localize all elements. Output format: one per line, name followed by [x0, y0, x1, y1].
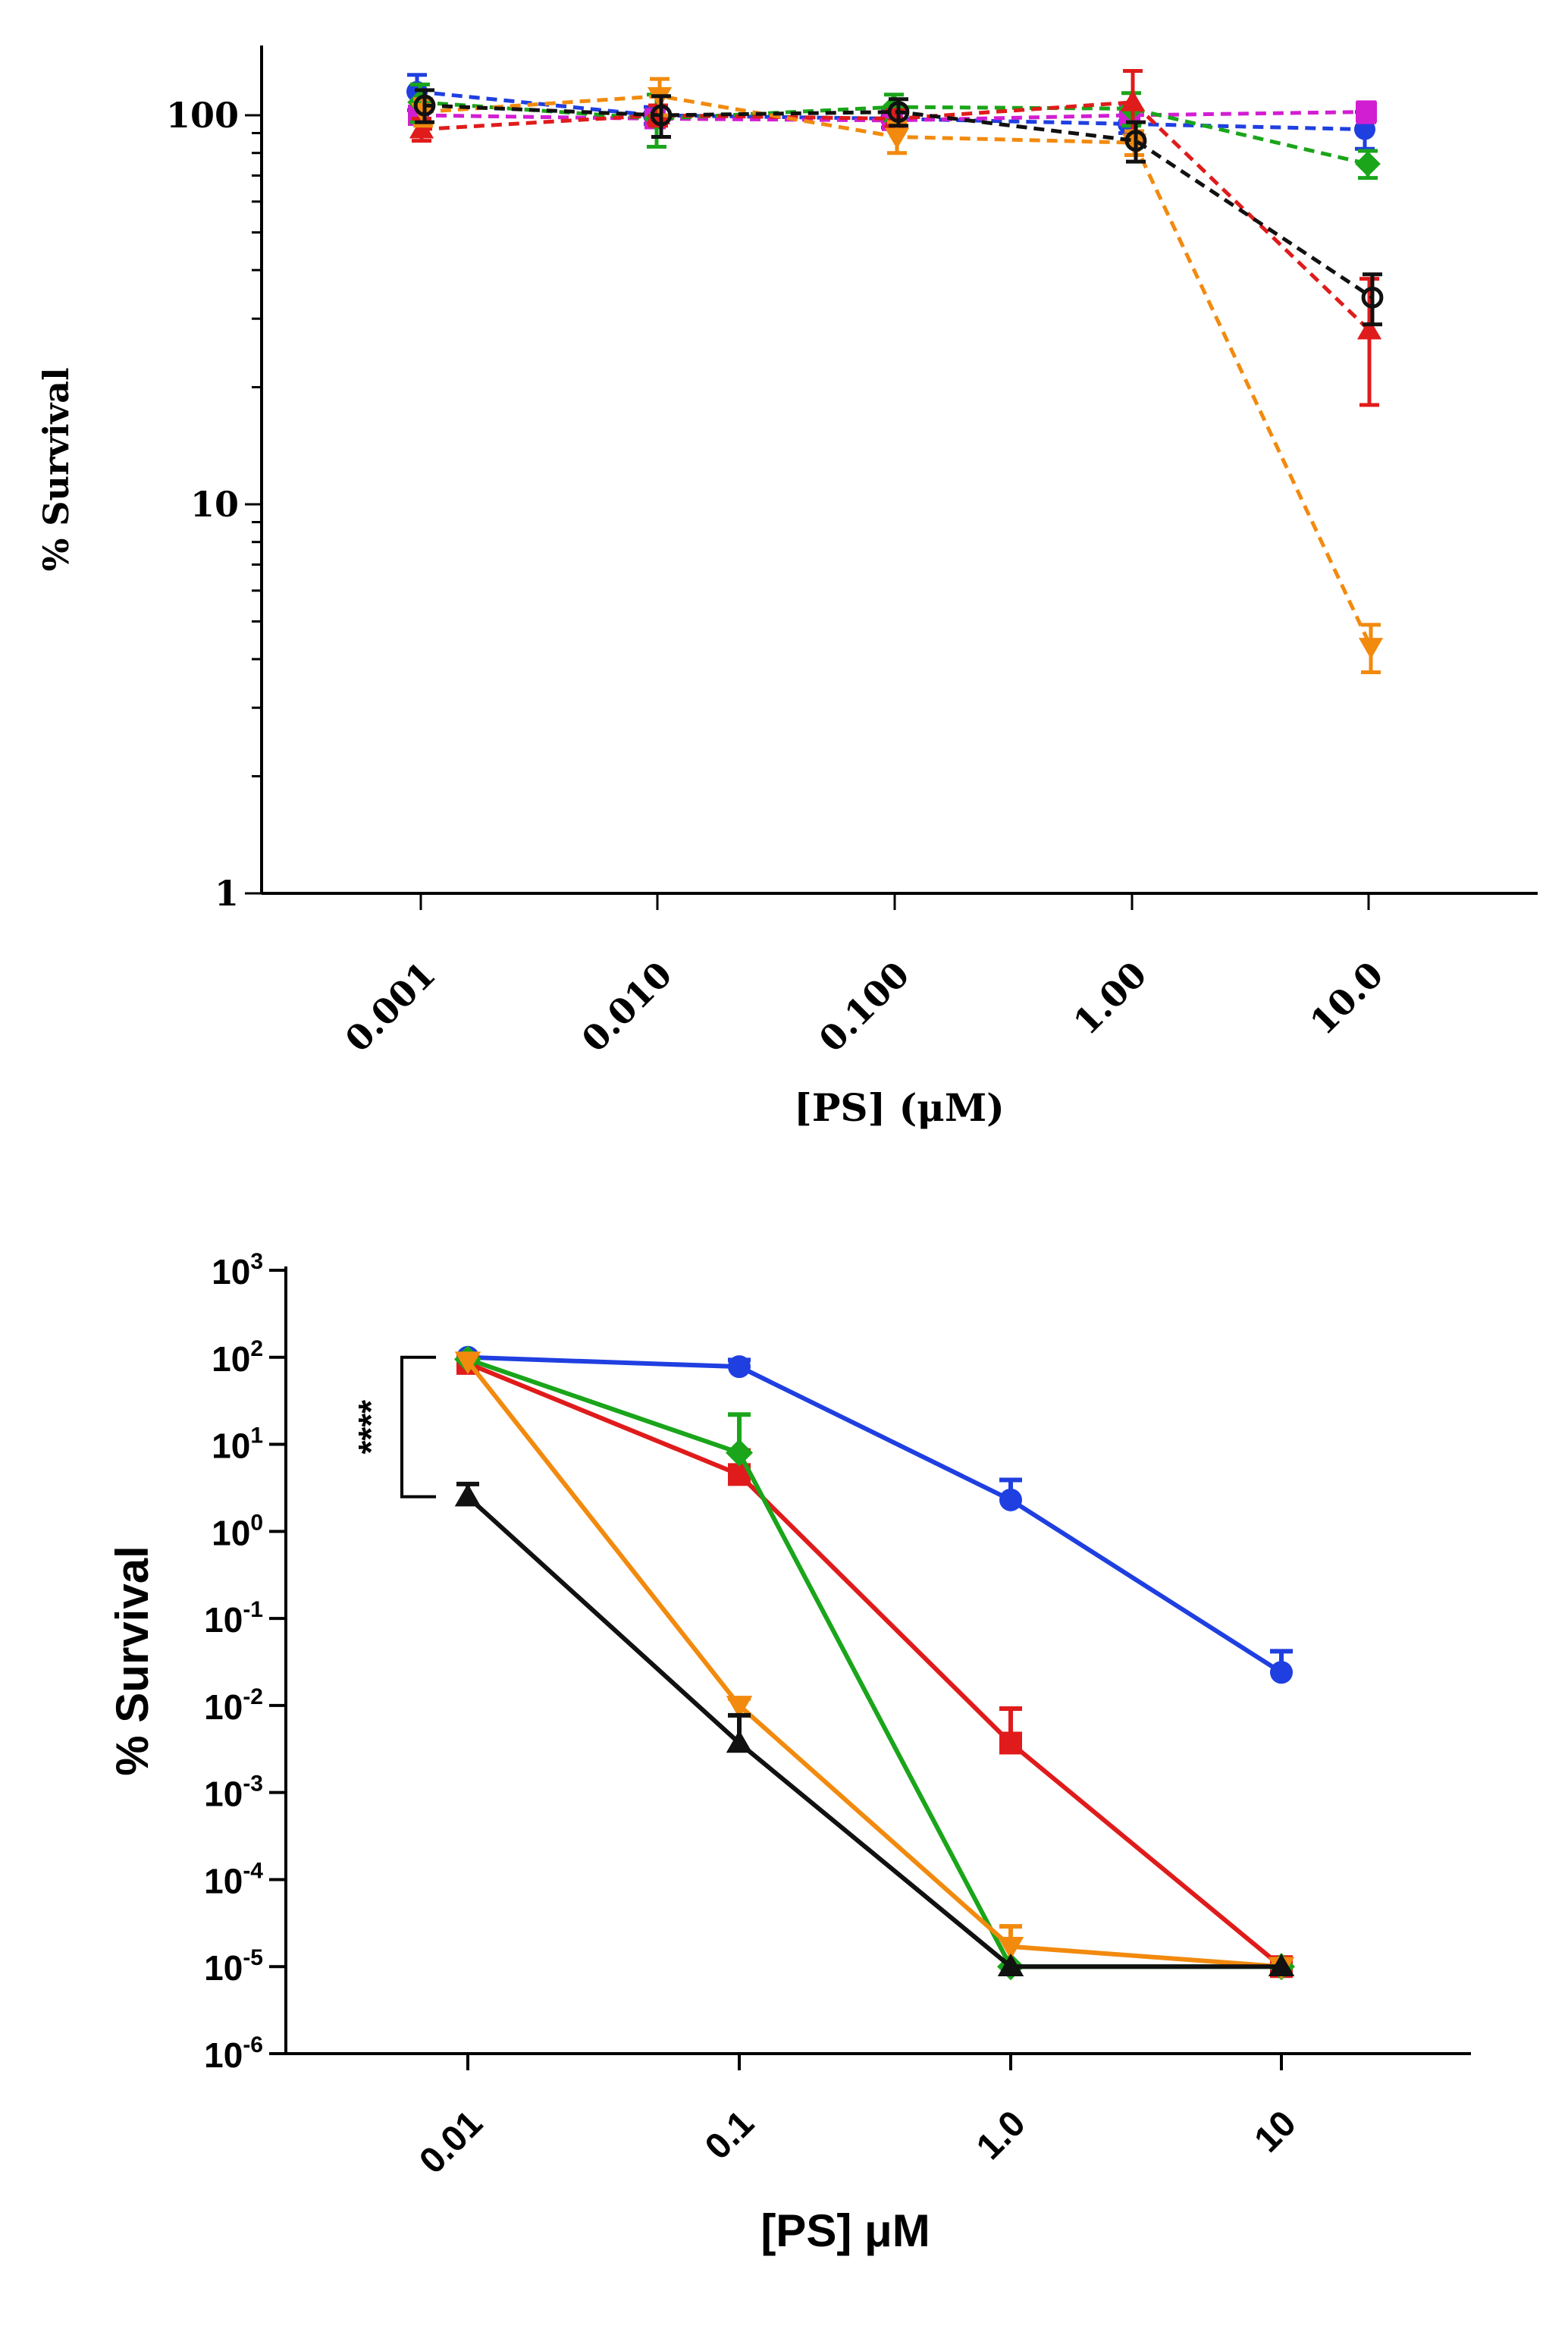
- data-point: [997, 1953, 1024, 1976]
- data-point: [999, 1488, 1022, 1511]
- y-tick-base: 10: [212, 1426, 250, 1466]
- y-tick-base: 10: [212, 1339, 250, 1379]
- y-tick-exponent: -6: [243, 2032, 263, 2057]
- y-tick-base: 10: [204, 1687, 243, 1727]
- x-tick-label: 0.010: [574, 954, 680, 1060]
- y-tick-label: 10-2: [204, 1684, 263, 1727]
- data-point: [1355, 151, 1381, 177]
- chart-top: 1 10 100 0.001 0.010 0.100 1.00 10.0 [PS] (μM) % …: [36, 46, 1538, 1130]
- data-point: [454, 1483, 481, 1507]
- significance-annotation: ****: [351, 1400, 390, 1455]
- data-point: [999, 1731, 1022, 1755]
- data-point: [1270, 1661, 1293, 1684]
- series-orange-inverted-triangles: [454, 1351, 1295, 1980]
- y-tick-base: 10: [204, 1948, 243, 1988]
- data-point: [887, 101, 910, 123]
- data-point: [1356, 318, 1382, 340]
- data-point: [884, 127, 910, 149]
- y-tick-base: 10: [212, 1513, 250, 1552]
- data-point: [454, 1351, 481, 1375]
- series-line: [467, 1357, 1281, 1969]
- data-point: [407, 89, 433, 115]
- series-red-squares: [456, 1351, 1293, 1979]
- significance-bracket: [400, 1355, 436, 1499]
- y-tick-label: 103: [212, 1249, 263, 1291]
- data-point: [726, 1730, 753, 1753]
- y-tick-base: 10: [204, 2035, 243, 2075]
- y-tick-exponent: 2: [250, 1336, 263, 1361]
- data-point: [1268, 1953, 1295, 1976]
- y-tick-exponent: -5: [243, 1945, 263, 1970]
- y-tick-base: 10: [212, 1252, 250, 1291]
- data-point: [409, 117, 434, 139]
- series-orange-inverted-triangles: [410, 77, 1384, 675]
- y-tick-exponent: -2: [243, 1684, 263, 1709]
- y-axis-label: % Survival: [107, 1546, 158, 1776]
- data-point: [1124, 130, 1147, 152]
- data-point: [1120, 89, 1146, 111]
- series-line: [466, 1361, 1283, 1969]
- x-axis-label: [PS] (μM): [794, 1085, 1005, 1130]
- data-point: [726, 1439, 753, 1467]
- y-tick-label: 101: [212, 1423, 263, 1466]
- x-axis-label: [PS] μM: [760, 2205, 930, 2256]
- x-tick-label: 10.0: [1302, 954, 1391, 1043]
- data-point: [1358, 638, 1384, 660]
- y-tick-exponent: 1: [250, 1423, 263, 1448]
- series-line: [422, 94, 1373, 648]
- x-tick-label: 0.100: [811, 954, 917, 1060]
- chart-bottom: 10310210110010-110-210-310-410-510-60.01…: [107, 1249, 1471, 2256]
- x-tick-label: 0.1: [698, 2103, 762, 2167]
- data-point: [997, 1937, 1024, 1960]
- y-tick-label: 10-3: [204, 1772, 263, 1814]
- y-tick-base: 10: [204, 1861, 243, 1900]
- series-line: [466, 1495, 1281, 1969]
- y-tick-label: 100: [212, 1510, 263, 1552]
- series-line: [466, 1360, 1282, 1969]
- x-tick-label: 1.0: [969, 2103, 1033, 2167]
- y-tick-label: 10-1: [204, 1597, 263, 1640]
- data-point: [413, 94, 436, 117]
- x-tick-label: 1.00: [1065, 954, 1154, 1043]
- y-tick-label: 10: [190, 484, 239, 525]
- series-black-open-circles: [413, 88, 1384, 327]
- data-point: [1361, 286, 1384, 309]
- x-tick-label: 10: [1247, 2103, 1304, 2160]
- y-tick-label: 100: [166, 95, 239, 136]
- y-tick-label: 10-5: [204, 1945, 263, 1988]
- y-tick-label: 1: [215, 873, 239, 914]
- x-tick-label: 0.001: [337, 954, 444, 1060]
- y-tick-base: 10: [204, 1600, 243, 1640]
- y-tick-exponent: -4: [243, 1858, 263, 1883]
- series-black-triangles: [454, 1481, 1295, 1976]
- series-green-diamonds: [454, 1345, 1295, 1981]
- data-point: [1356, 101, 1377, 123]
- y-tick-exponent: -3: [243, 1772, 263, 1797]
- data-point: [726, 1696, 753, 1719]
- y-tick-label: 10-6: [204, 2032, 263, 2075]
- series-line: [467, 1354, 1283, 1674]
- x-tick-label: 0.01: [412, 2103, 491, 2182]
- y-tick-exponent: 3: [250, 1249, 263, 1274]
- y-tick-exponent: 0: [250, 1510, 263, 1535]
- data-point: [650, 104, 673, 127]
- y-tick-base: 10: [204, 1775, 243, 1814]
- data-point: [728, 1355, 751, 1379]
- y-tick-label: 102: [212, 1336, 263, 1379]
- y-axis-label: % Survival: [36, 368, 77, 572]
- y-tick-exponent: -1: [243, 1597, 263, 1622]
- y-tick-label: 10-4: [204, 1858, 263, 1900]
